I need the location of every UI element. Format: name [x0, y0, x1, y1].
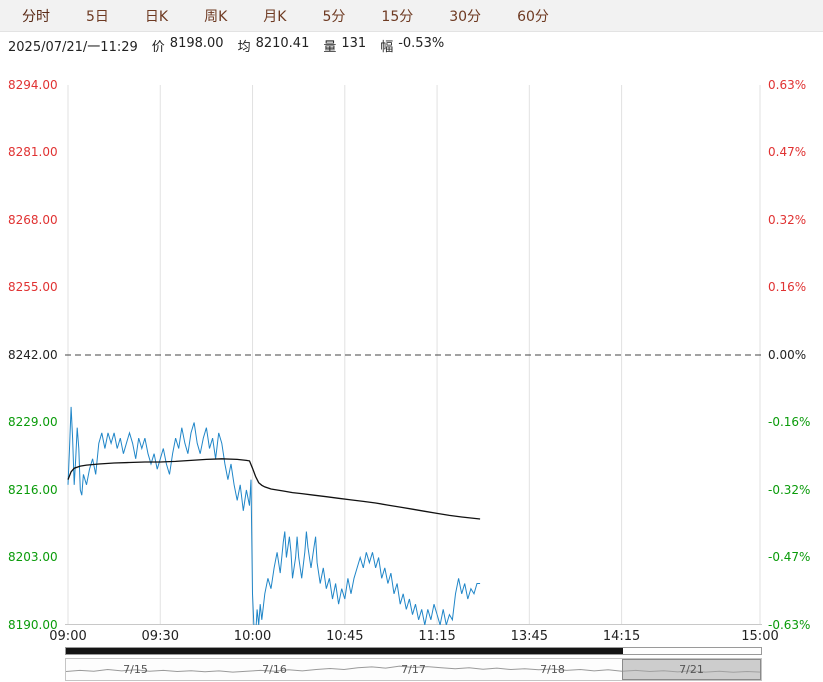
x-axis-time-label: 10:45	[326, 629, 364, 644]
navigator-window[interactable]	[622, 659, 761, 680]
avg-value: 8210.41	[255, 35, 310, 51]
y-axis-price-label: 8268.00	[8, 213, 58, 227]
navigator-date: 7/18	[540, 663, 565, 676]
date-navigator[interactable]: 7/15 7/16 7/17 7/18 7/21	[65, 658, 762, 681]
navigator-date-active: 7/21	[679, 663, 704, 676]
time-scrollbar[interactable]	[65, 647, 762, 655]
x-axis-time-label: 14:15	[602, 629, 641, 644]
time-scrollbar-thumb[interactable]	[66, 648, 623, 654]
x-axis-time-label: 13:45	[510, 629, 549, 644]
tab-fenshi[interactable]: 分时	[22, 8, 50, 25]
price-label: 价	[151, 39, 165, 55]
avg-pair: 均 8210.41	[238, 36, 310, 55]
tab-weekly-k[interactable]: 周K	[204, 8, 228, 25]
tab-15min[interactable]: 15分	[381, 8, 414, 25]
y-axis-price-label: 8294.00	[8, 78, 58, 92]
y-axis-percent-label: 0.47%	[768, 145, 807, 159]
y-axis-percent-label: -0.32%	[768, 483, 811, 497]
tab-30min[interactable]: 30分	[449, 8, 482, 25]
intraday-chart-plot[interactable]	[65, 85, 762, 625]
price-pair: 价 8198.00	[152, 36, 224, 55]
y-axis-price-label-prev-close: 8242.00	[8, 348, 58, 362]
volume-pair: 量 131	[323, 36, 366, 55]
tab-monthly-k[interactable]: 月K	[263, 8, 287, 25]
tab-5day[interactable]: 5日	[86, 8, 109, 25]
y-axis-price-label: 8216.00	[8, 483, 58, 497]
tab-daily-k[interactable]: 日K	[144, 8, 169, 25]
period-tabbar: 分时 5日 日K 周K 月K 5分 15分 30分 60分	[0, 0, 823, 32]
navigator-date: 7/15	[123, 663, 148, 676]
volume-value: 131	[341, 35, 367, 51]
y-axis-price-label: 8229.00	[8, 415, 58, 429]
navigator-date: 7/17	[401, 663, 426, 676]
change-label: 幅	[380, 39, 394, 55]
price-value: 8198.00	[169, 35, 224, 51]
y-axis-percent-label: -0.47%	[768, 550, 811, 564]
volume-label: 量	[323, 39, 337, 55]
y-axis-percent-label: -0.63%	[768, 618, 811, 632]
y-axis-percent-label: 0.32%	[768, 213, 807, 227]
change-pair: 幅 -0.53%	[380, 36, 444, 55]
x-axis-time-label: 10:00	[233, 629, 272, 644]
y-axis-price-label: 8203.00	[8, 550, 58, 564]
x-axis-time-label: 15:00	[741, 629, 779, 644]
change-value: -0.53%	[398, 35, 445, 51]
y-axis-price-label: 8281.00	[8, 145, 58, 159]
datetime-label: 2025/07/21/一11:29	[8, 39, 138, 55]
x-axis-time-label: 11:15	[418, 629, 456, 644]
x-axis-time-label: 09:30	[141, 629, 179, 644]
y-axis-percent-label: 0.63%	[768, 78, 807, 92]
y-axis-price-label: 8190.00	[8, 618, 58, 632]
y-axis-percent-label: 0.16%	[768, 280, 807, 294]
chart-area[interactable]: 8294.00 8281.00 8268.00 8255.00 8242.00 …	[0, 58, 823, 648]
quote-infobar: 2025/07/21/一11:29 价 8198.00 均 8210.41 量 …	[0, 32, 823, 58]
y-axis-percent-label-zero: 0.00%	[768, 348, 807, 362]
x-axis-time-label: 09:00	[49, 629, 87, 644]
average-price-line	[67, 458, 481, 520]
price-line	[67, 406, 481, 625]
tab-5min[interactable]: 5分	[322, 8, 346, 25]
y-axis-price-label: 8255.00	[8, 280, 58, 294]
navigator-date: 7/16	[262, 663, 287, 676]
y-axis-percent-label: -0.16%	[768, 415, 811, 429]
tab-60min[interactable]: 60分	[517, 8, 549, 25]
avg-label: 均	[237, 39, 251, 55]
